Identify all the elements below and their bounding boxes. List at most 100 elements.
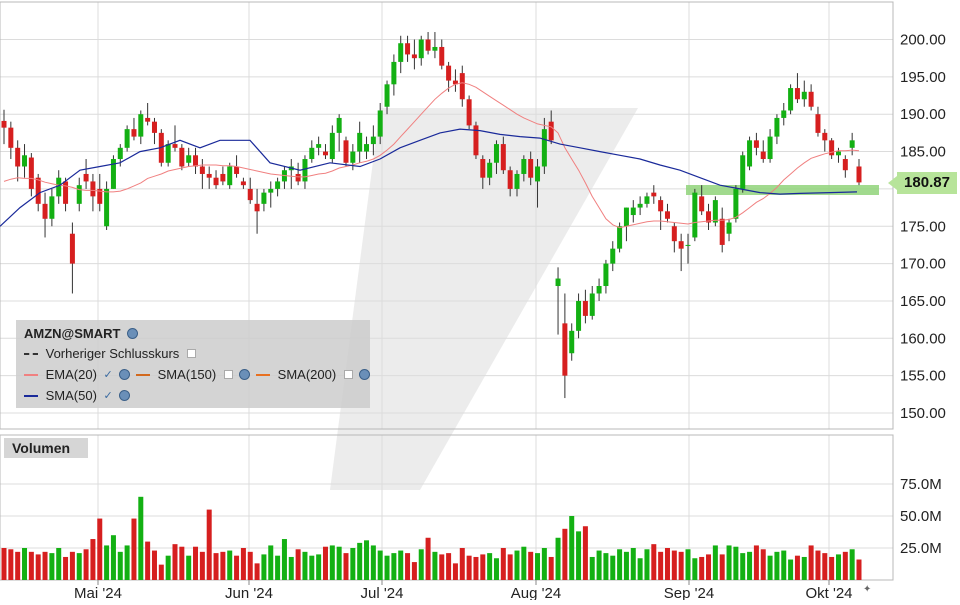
volume-bar bbox=[186, 555, 192, 580]
legend-ma-row[interactable]: EMA(20) ✓ SMA(150) SMA(200) bbox=[24, 366, 371, 384]
volume-bar bbox=[794, 555, 800, 580]
candle-body bbox=[644, 196, 650, 204]
legend-sma50-row[interactable]: SMA(50) ✓ bbox=[24, 387, 131, 405]
candle-body bbox=[165, 144, 171, 163]
candle-body bbox=[548, 121, 554, 141]
volume-bar bbox=[350, 548, 356, 580]
legend-prev-close-row[interactable]: Vorheriger Schlusskurs bbox=[24, 345, 196, 363]
candle bbox=[760, 140, 766, 163]
candle bbox=[835, 147, 841, 163]
candle bbox=[733, 185, 739, 223]
volume-bar bbox=[247, 551, 253, 580]
volume-bar bbox=[692, 558, 698, 580]
volume-bar bbox=[439, 554, 445, 580]
volume-bar bbox=[452, 563, 458, 580]
volume-bar bbox=[473, 556, 479, 580]
legend[interactable]: AMZN@SMART Vorheriger Schlusskurs EMA(20… bbox=[16, 320, 371, 408]
globe-icon[interactable] bbox=[119, 390, 131, 402]
candle bbox=[329, 125, 335, 163]
candle-body bbox=[131, 129, 137, 137]
globe-icon[interactable] bbox=[239, 369, 251, 381]
candle bbox=[794, 73, 800, 103]
volume-bar bbox=[22, 548, 28, 580]
volume-panel-title: Volumen bbox=[4, 438, 88, 458]
x-axis-label: Jul '24 bbox=[361, 585, 404, 600]
candle-body bbox=[712, 200, 718, 223]
sma50-line bbox=[0, 128, 858, 227]
volume-bar bbox=[808, 545, 814, 580]
volume-bar bbox=[254, 563, 260, 580]
candle bbox=[15, 140, 21, 182]
candle-body bbox=[220, 173, 226, 182]
candle bbox=[692, 188, 698, 242]
candle-body bbox=[740, 155, 746, 189]
visibility-checkbox-icon[interactable] bbox=[343, 370, 353, 380]
candle bbox=[706, 203, 712, 230]
candle-body bbox=[391, 61, 397, 85]
candle bbox=[576, 293, 582, 339]
volume-bar bbox=[193, 546, 199, 580]
check-icon[interactable]: ✓ bbox=[103, 369, 113, 382]
candle bbox=[104, 181, 110, 230]
candle bbox=[671, 222, 677, 253]
volume-bar bbox=[49, 553, 55, 580]
candle bbox=[822, 129, 828, 152]
candle-body bbox=[487, 162, 493, 178]
candle bbox=[110, 155, 116, 189]
candle bbox=[569, 323, 575, 361]
candle-body bbox=[275, 181, 281, 189]
candle bbox=[186, 147, 192, 167]
volume-bar bbox=[336, 546, 342, 580]
volume-bar bbox=[281, 539, 287, 580]
volume-bar bbox=[589, 556, 595, 580]
globe-icon[interactable] bbox=[359, 369, 371, 381]
volume-bar bbox=[753, 545, 759, 580]
candle bbox=[514, 170, 520, 197]
x-axis-label: Mai '24 bbox=[74, 585, 122, 600]
legend-symbol-row[interactable]: AMZN@SMART bbox=[24, 325, 139, 343]
candle-body bbox=[637, 203, 643, 208]
volume-bar bbox=[418, 549, 424, 580]
candle-body bbox=[336, 117, 342, 133]
candle-body bbox=[603, 263, 609, 287]
volume-bar bbox=[835, 554, 841, 580]
globe-icon[interactable] bbox=[119, 369, 131, 381]
candle bbox=[562, 293, 568, 399]
candle bbox=[172, 125, 178, 152]
visibility-checkbox-icon[interactable] bbox=[223, 370, 233, 380]
candle bbox=[842, 155, 848, 178]
candle bbox=[459, 65, 465, 107]
volume-bar bbox=[316, 554, 322, 580]
volume-tick-label: 50.0M bbox=[900, 508, 942, 525]
candle-body bbox=[822, 132, 828, 141]
volume-bar bbox=[788, 559, 794, 580]
price-panel-border bbox=[0, 1, 894, 430]
candle bbox=[391, 54, 397, 96]
candle bbox=[254, 188, 260, 234]
candle-body bbox=[42, 203, 48, 219]
volume-bar bbox=[158, 564, 164, 580]
candle bbox=[507, 166, 513, 197]
candle bbox=[90, 173, 96, 212]
candle-body bbox=[801, 91, 807, 100]
candle-body bbox=[206, 173, 212, 178]
volume-bar bbox=[678, 551, 684, 580]
sma150-swatch-icon bbox=[136, 373, 151, 376]
volume-bar bbox=[760, 549, 766, 580]
candle-body bbox=[493, 144, 499, 163]
volume-bar bbox=[747, 551, 753, 580]
candle bbox=[22, 144, 28, 178]
volume-bar bbox=[767, 555, 773, 580]
x-axis-label: Okt '24 bbox=[805, 585, 852, 600]
check-icon[interactable]: ✓ bbox=[103, 390, 113, 403]
candle-body bbox=[234, 166, 240, 174]
candle-body bbox=[364, 144, 370, 152]
scroll-right-arrow-icon[interactable]: ✦ bbox=[863, 584, 872, 595]
globe-icon[interactable] bbox=[127, 328, 139, 340]
volume-bar bbox=[131, 518, 137, 580]
candle-body bbox=[671, 226, 677, 242]
volume-bar bbox=[781, 550, 787, 580]
candle-body bbox=[104, 188, 110, 227]
volume-bar bbox=[548, 556, 554, 580]
visibility-checkbox-icon[interactable] bbox=[186, 349, 196, 359]
